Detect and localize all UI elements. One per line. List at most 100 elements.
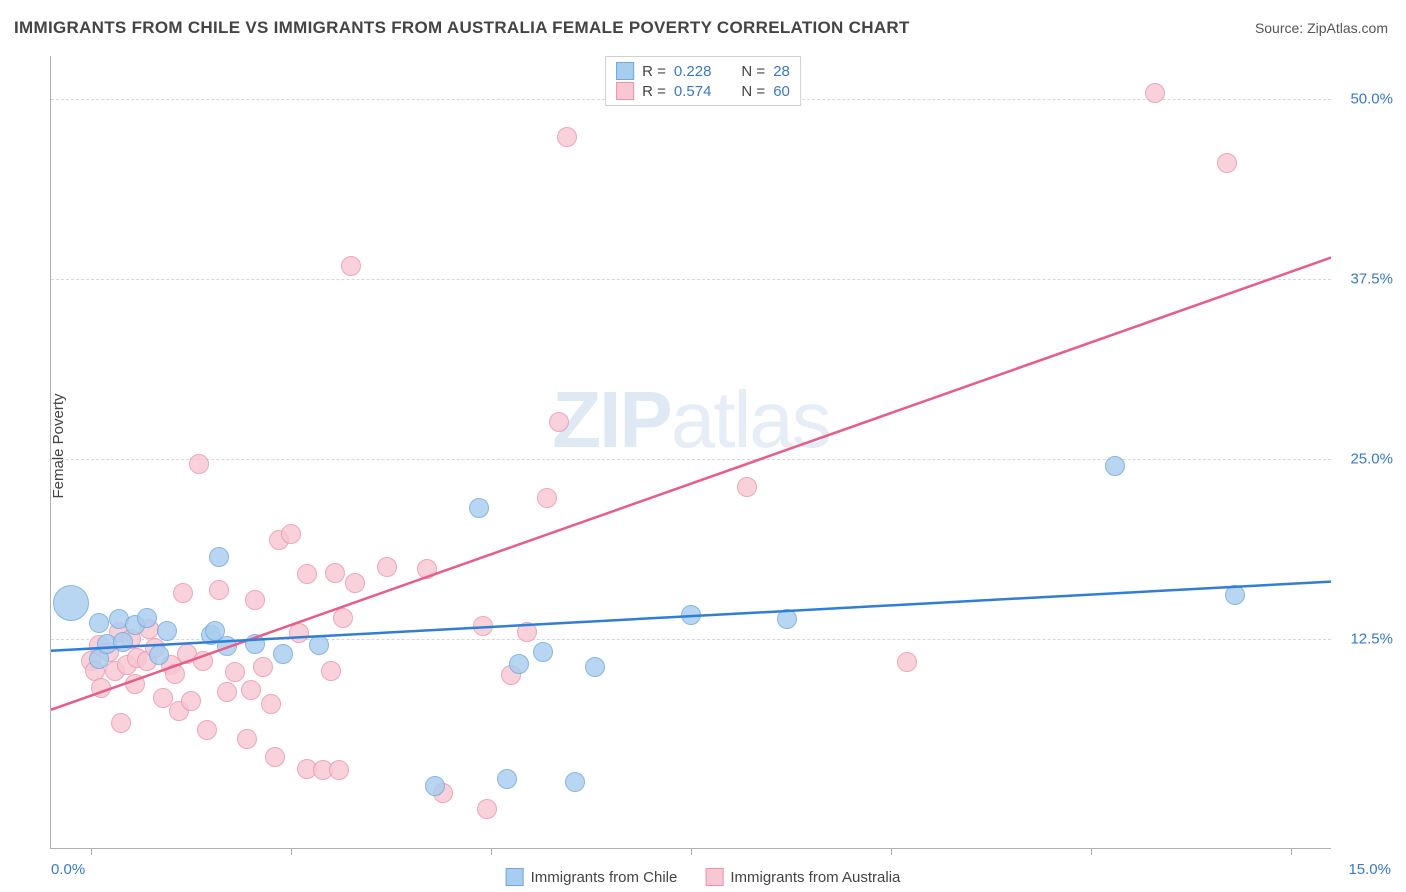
data-point-australia — [217, 682, 237, 702]
n-value-chile: 28 — [773, 63, 790, 80]
data-point-australia — [737, 477, 757, 497]
x-tick — [491, 848, 492, 855]
swatch-australia-icon — [616, 82, 634, 100]
swatch-chile-icon — [506, 868, 524, 886]
data-point-chile — [533, 642, 553, 662]
y-tick-label: 37.5% — [1338, 271, 1393, 288]
data-point-australia — [111, 713, 131, 733]
scatter-plot-area: ZIPatlas 12.5%25.0%37.5%50.0%0.0%15.0% — [50, 56, 1331, 849]
data-point-australia — [329, 760, 349, 780]
data-point-australia — [289, 623, 309, 643]
data-point-chile — [217, 636, 237, 656]
watermark-atlas: atlas — [671, 375, 830, 464]
y-tick-label: 12.5% — [1338, 631, 1393, 648]
data-point-chile — [425, 776, 445, 796]
data-point-chile — [681, 605, 701, 625]
legend-row-chile: R = 0.228 N = 28 — [616, 61, 790, 81]
grid-line — [51, 279, 1331, 280]
data-point-chile — [149, 645, 169, 665]
x-tick — [891, 848, 892, 855]
data-point-chile — [53, 585, 89, 621]
data-point-chile — [469, 498, 489, 518]
data-point-australia — [537, 488, 557, 508]
legend-label-chile: Immigrants from Chile — [531, 869, 678, 886]
data-point-australia — [321, 661, 341, 681]
data-point-australia — [245, 590, 265, 610]
data-point-australia — [261, 694, 281, 714]
data-point-australia — [297, 564, 317, 584]
data-point-australia — [897, 652, 917, 672]
data-point-australia — [473, 616, 493, 636]
watermark: ZIPatlas — [552, 374, 829, 466]
data-point-chile — [309, 635, 329, 655]
data-point-australia — [265, 747, 285, 767]
x-tick — [691, 848, 692, 855]
data-point-australia — [181, 691, 201, 711]
legend-label-australia: Immigrants from Australia — [730, 869, 900, 886]
r-label-chile: R = — [642, 63, 666, 80]
data-point-australia — [1145, 83, 1165, 103]
data-point-australia — [209, 580, 229, 600]
x-tick — [1291, 848, 1292, 855]
data-point-australia — [253, 657, 273, 677]
data-point-australia — [189, 454, 209, 474]
y-tick-label: 50.0% — [1338, 91, 1393, 108]
n-label-chile: N = — [741, 63, 765, 80]
data-point-australia — [549, 412, 569, 432]
data-point-chile — [777, 609, 797, 629]
data-point-australia — [477, 799, 497, 819]
data-point-chile — [157, 621, 177, 641]
data-point-australia — [557, 127, 577, 147]
r-value-chile: 0.228 — [674, 63, 712, 80]
data-point-australia — [225, 662, 245, 682]
x-tick — [91, 848, 92, 855]
swatch-australia-icon — [705, 868, 723, 886]
data-point-chile — [509, 654, 529, 674]
data-point-chile — [113, 632, 133, 652]
data-point-chile — [273, 644, 293, 664]
data-point-australia — [281, 524, 301, 544]
grid-line — [51, 639, 1331, 640]
r-value-australia: 0.574 — [674, 83, 712, 100]
data-point-australia — [333, 608, 353, 628]
data-point-australia — [237, 729, 257, 749]
data-point-australia — [417, 559, 437, 579]
x-tick — [1091, 848, 1092, 855]
data-point-australia — [241, 680, 261, 700]
source-attribution: Source: ZipAtlas.com — [1255, 20, 1388, 36]
data-point-chile — [1225, 585, 1245, 605]
chart-title: IMMIGRANTS FROM CHILE VS IMMIGRANTS FROM… — [14, 18, 910, 38]
data-point-chile — [209, 547, 229, 567]
data-point-chile — [497, 769, 517, 789]
x-axis-min-label: 0.0% — [51, 861, 85, 878]
data-point-chile — [89, 613, 109, 633]
y-tick-label: 25.0% — [1338, 451, 1393, 468]
data-point-australia — [377, 557, 397, 577]
grid-line — [51, 459, 1331, 460]
swatch-chile-icon — [616, 62, 634, 80]
n-value-australia: 60 — [773, 83, 790, 100]
series-legend: Immigrants from Chile Immigrants from Au… — [506, 868, 901, 886]
data-point-australia — [1217, 153, 1237, 173]
data-point-australia — [193, 651, 213, 671]
data-point-chile — [245, 634, 265, 654]
data-point-australia — [173, 583, 193, 603]
data-point-australia — [197, 720, 217, 740]
watermark-zip: ZIP — [552, 375, 670, 464]
r-label-australia: R = — [642, 83, 666, 100]
data-point-chile — [1105, 456, 1125, 476]
source-value: ZipAtlas.com — [1307, 20, 1388, 36]
correlation-legend: R = 0.228 N = 28 R = 0.574 N = 60 — [605, 56, 801, 106]
data-point-chile — [137, 608, 157, 628]
data-point-australia — [345, 573, 365, 593]
x-tick — [291, 848, 292, 855]
source-label: Source: — [1255, 20, 1307, 36]
n-label-australia: N = — [741, 83, 765, 100]
x-axis-max-label: 15.0% — [1348, 861, 1391, 878]
data-point-australia — [125, 674, 145, 694]
legend-item-chile: Immigrants from Chile — [506, 868, 678, 886]
legend-row-australia: R = 0.574 N = 60 — [616, 81, 790, 101]
legend-item-australia: Immigrants from Australia — [705, 868, 900, 886]
data-point-australia — [325, 563, 345, 583]
data-point-chile — [565, 772, 585, 792]
